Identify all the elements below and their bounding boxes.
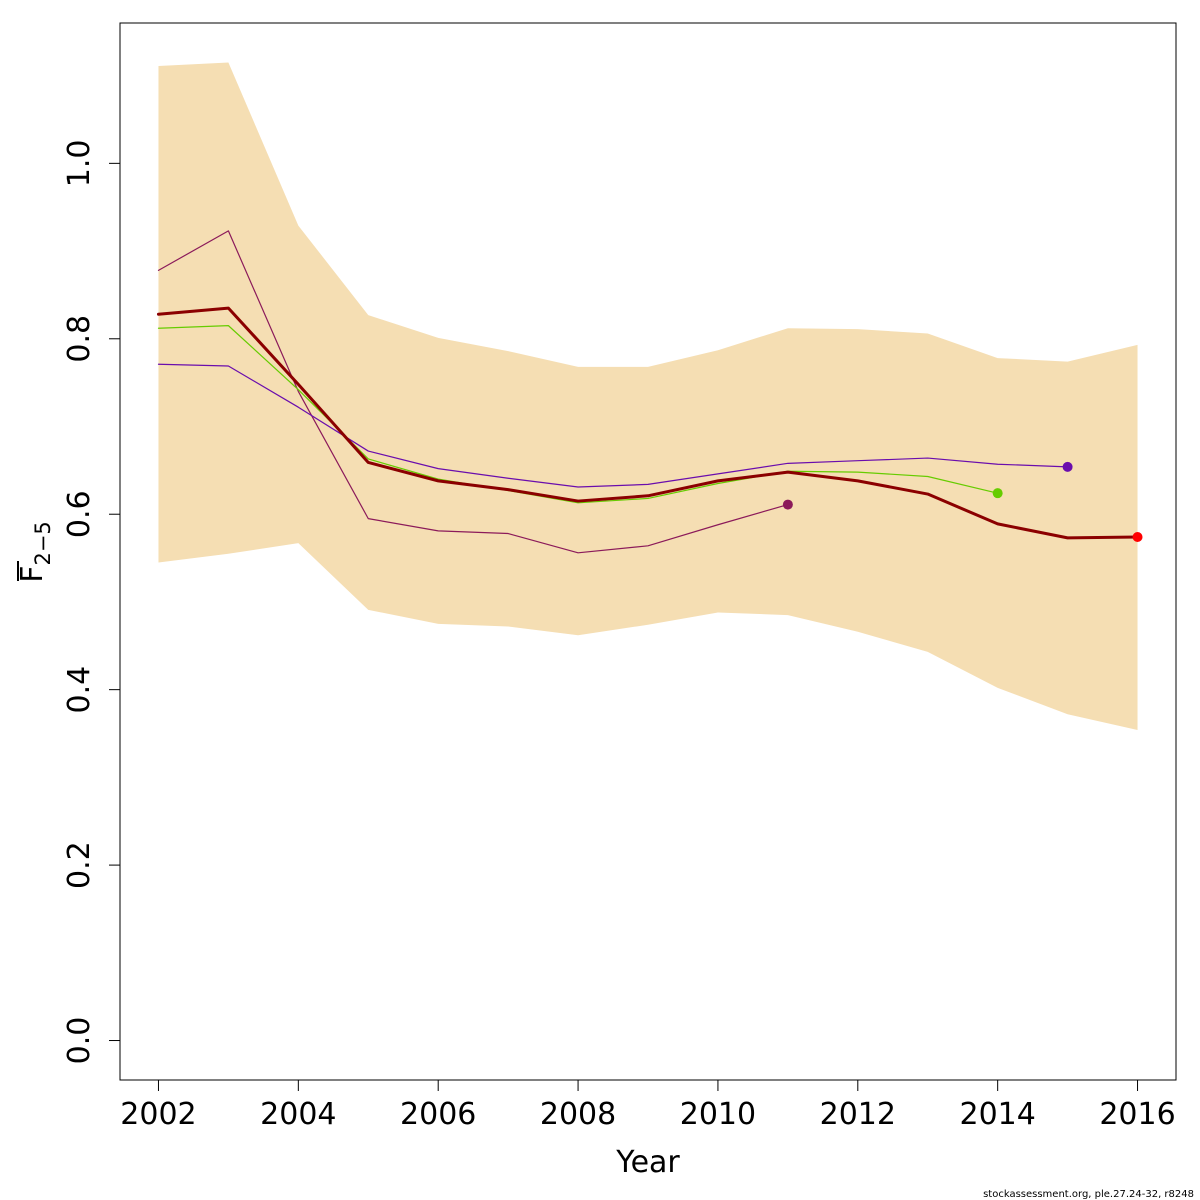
- series-end-point-2: [992, 488, 1003, 499]
- y-tick-label: 1.0: [62, 139, 97, 187]
- x-tick-label: 2010: [680, 1097, 756, 1132]
- svg-text:F2−5: F2−5: [15, 521, 55, 583]
- x-axis: 2002 2004 2006 2008 2010 2012 2014 2016: [120, 1080, 1176, 1132]
- series-line-1: [157, 230, 789, 554]
- end-points-layer: [782, 461, 1143, 543]
- y-tick-label: 0.6: [62, 490, 97, 538]
- confidence-band-layer: [158, 62, 1138, 731]
- series-end-point-4: [1132, 532, 1143, 543]
- series-line-4: [156, 306, 1140, 540]
- y-axis-title-main: F: [15, 566, 50, 583]
- series-end-point-3: [1062, 461, 1073, 472]
- x-tick-label: 2012: [820, 1097, 896, 1132]
- x-tick-label: 2006: [400, 1097, 476, 1132]
- confidence-band: [158, 62, 1138, 731]
- y-tick-label: 0.0: [62, 1017, 97, 1065]
- x-axis-title: Year: [615, 1145, 680, 1180]
- plot-frame: [119, 22, 1177, 1081]
- y-tick-label: 0.2: [62, 841, 97, 889]
- x-tick-label: 2008: [540, 1097, 616, 1132]
- x-tick-label: 2004: [260, 1097, 336, 1132]
- x-tick-label: 2014: [959, 1097, 1035, 1132]
- y-tick-label: 0.4: [62, 666, 97, 714]
- series-line-2: [157, 325, 999, 504]
- series-end-point-1: [782, 499, 793, 510]
- series-layer: [156, 230, 1140, 554]
- credit-text: stockassessment.org, ple.27.24-32, r8248: [983, 1189, 1194, 1200]
- y-axis: 0.0 0.2 0.4 0.6 0.8 1.0: [62, 139, 120, 1064]
- x-tick-label: 2002: [120, 1097, 196, 1132]
- y-axis-title-sub: 2−5: [31, 521, 55, 565]
- x-tick-label: 2016: [1099, 1097, 1175, 1132]
- y-tick-label: 0.8: [62, 315, 97, 363]
- y-axis-title: F2−5: [15, 521, 55, 583]
- series-line-3: [157, 363, 1069, 488]
